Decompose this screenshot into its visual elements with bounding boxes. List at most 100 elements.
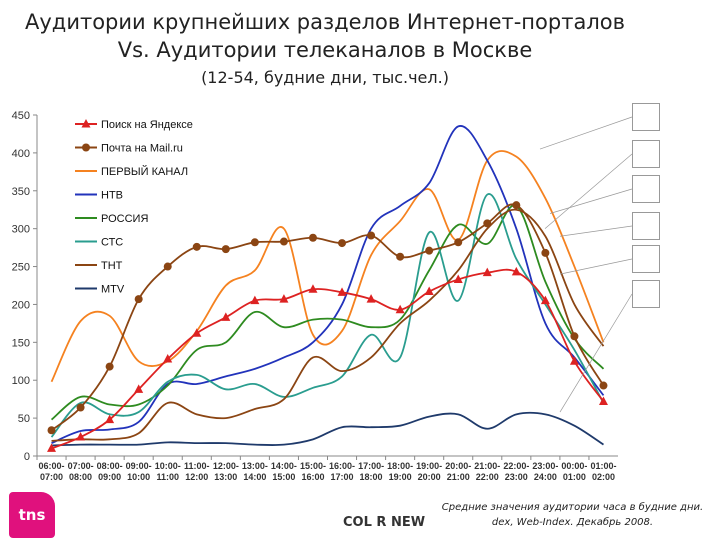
x-tick-label: 13:00- bbox=[242, 461, 268, 471]
data-point bbox=[483, 219, 492, 228]
data-point bbox=[192, 242, 201, 251]
rossiya-logo-icon bbox=[632, 175, 660, 203]
data-point bbox=[599, 381, 608, 390]
x-tick-label: 19:00- bbox=[416, 461, 442, 471]
series-line-4 bbox=[50, 204, 605, 421]
data-point bbox=[47, 443, 57, 452]
source-note: Средние значения аудитории часа в будние… bbox=[440, 500, 705, 530]
x-tick-label: 22:00 bbox=[476, 472, 499, 482]
chart-title: Аудитории крупнейших разделов Интернет-п… bbox=[25, 10, 625, 34]
x-tick-label: 17:00 bbox=[331, 472, 354, 482]
x-tick-label: 09:00- bbox=[126, 461, 152, 471]
x-tick-label: 02:00 bbox=[592, 472, 615, 482]
legend-label: РОССИЯ bbox=[101, 213, 148, 225]
line-chart: 0 50 100 150 200 250 300 350 400 450 06:00-07:00 07… bbox=[12, 110, 633, 482]
x-tick-label: 22:00- bbox=[503, 461, 529, 471]
x-tick-label: 11:00- bbox=[184, 461, 210, 471]
y-tick-label: 150 bbox=[12, 337, 30, 349]
series-line-6 bbox=[51, 208, 605, 442]
x-tick-label: 18:00- bbox=[387, 461, 413, 471]
data-point bbox=[308, 284, 318, 293]
data-point bbox=[76, 432, 86, 441]
y-tick-label: 200 bbox=[12, 299, 30, 311]
x-tick-label: 21:00- bbox=[474, 461, 500, 471]
x-tick-label: 23:00- bbox=[532, 461, 558, 471]
x-tick-label: 10:00- bbox=[155, 461, 181, 471]
x-tick-label: 24:00 bbox=[534, 472, 557, 482]
data-point bbox=[512, 201, 521, 210]
x-tick-label: 07:00- bbox=[68, 461, 94, 471]
chart-subtitle: (12-54, будние дни, тыс.чел.) bbox=[201, 68, 449, 87]
data-point bbox=[76, 403, 85, 412]
x-tick-label: 13:00 bbox=[214, 472, 237, 482]
y-tick-label: 100 bbox=[12, 375, 30, 387]
sts-logo-icon bbox=[632, 212, 660, 240]
x-tick-label: 11:00 bbox=[156, 472, 179, 482]
x-tick-label: 19:00 bbox=[389, 472, 412, 482]
channel1-logo-icon bbox=[632, 103, 660, 131]
tns-logo: tns bbox=[9, 492, 55, 538]
chart-title-line2: Vs. Аудитории телеканалов в Москве bbox=[117, 38, 533, 62]
data-point bbox=[221, 312, 231, 321]
data-point bbox=[482, 267, 492, 277]
mtv-logo-icon bbox=[632, 280, 660, 308]
data-point bbox=[454, 238, 463, 247]
data-point bbox=[163, 262, 172, 271]
y-tick-label: 400 bbox=[12, 148, 30, 160]
legend-label: НТВ bbox=[101, 190, 123, 202]
data-point bbox=[47, 426, 56, 435]
y-tick-label: 350 bbox=[12, 186, 30, 198]
data-point bbox=[367, 231, 376, 240]
data-point bbox=[511, 266, 521, 276]
data-point bbox=[569, 356, 579, 365]
data-point bbox=[163, 354, 173, 363]
source-note-line2: dex, Web-Index. Декабрь 2008. bbox=[491, 517, 654, 528]
x-tick-label: 09:00 bbox=[98, 472, 121, 482]
x-tick-label: 18:00 bbox=[360, 472, 383, 482]
data-point bbox=[105, 414, 115, 424]
x-tick-label: 23:00 bbox=[505, 472, 528, 482]
y-tick-label: 50 bbox=[18, 413, 30, 425]
logo-connector bbox=[559, 293, 633, 413]
y-tick-label: 450 bbox=[12, 110, 30, 122]
x-tick-label: 00:00- bbox=[561, 461, 587, 471]
x-tick-label: 12:00 bbox=[185, 472, 208, 482]
y-tick-label: 0 bbox=[24, 451, 30, 463]
data-point bbox=[366, 294, 376, 303]
data-point bbox=[134, 384, 144, 393]
data-point bbox=[337, 287, 347, 296]
data-point bbox=[192, 328, 202, 337]
x-tick-label: 20:00 bbox=[418, 472, 441, 482]
data-point bbox=[541, 248, 550, 257]
x-tick-label: 01:00 bbox=[563, 472, 586, 482]
x-tick-label: 21:00 bbox=[447, 472, 470, 482]
tnt-logo-icon bbox=[632, 245, 660, 273]
legend-label: СТС bbox=[101, 237, 123, 249]
data-point bbox=[105, 362, 114, 371]
x-tick-label: 08:00 bbox=[69, 472, 92, 482]
x-tick-label: 16:00 bbox=[301, 472, 324, 482]
x-tick-label: 14:00 bbox=[243, 472, 266, 482]
series-line-0 bbox=[51, 268, 605, 450]
x-tick-label: 10:00 bbox=[127, 472, 150, 482]
series-line-5 bbox=[50, 193, 605, 438]
data-point bbox=[395, 304, 405, 314]
legend-label: ТНТ bbox=[101, 260, 123, 272]
x-tick-label: 12:00- bbox=[213, 461, 239, 471]
logo-connector bbox=[539, 116, 633, 150]
logo-connector bbox=[544, 153, 633, 229]
legend-marker bbox=[81, 119, 91, 128]
series-line-2 bbox=[50, 150, 605, 383]
data-point bbox=[540, 295, 550, 305]
data-point bbox=[279, 237, 288, 246]
x-tick-label: 20:00- bbox=[445, 461, 471, 471]
series-line-1 bbox=[50, 203, 605, 431]
data-point bbox=[279, 294, 289, 303]
series-line-7 bbox=[51, 411, 604, 447]
x-tick-label: 06:00- bbox=[39, 461, 65, 471]
logo-connector bbox=[559, 225, 633, 237]
legend-label: MTV bbox=[101, 284, 125, 296]
x-tick-label: 08:00- bbox=[97, 461, 123, 471]
brand-logo: COL R NEW bbox=[343, 515, 426, 530]
y-tick-label: 300 bbox=[12, 224, 30, 236]
